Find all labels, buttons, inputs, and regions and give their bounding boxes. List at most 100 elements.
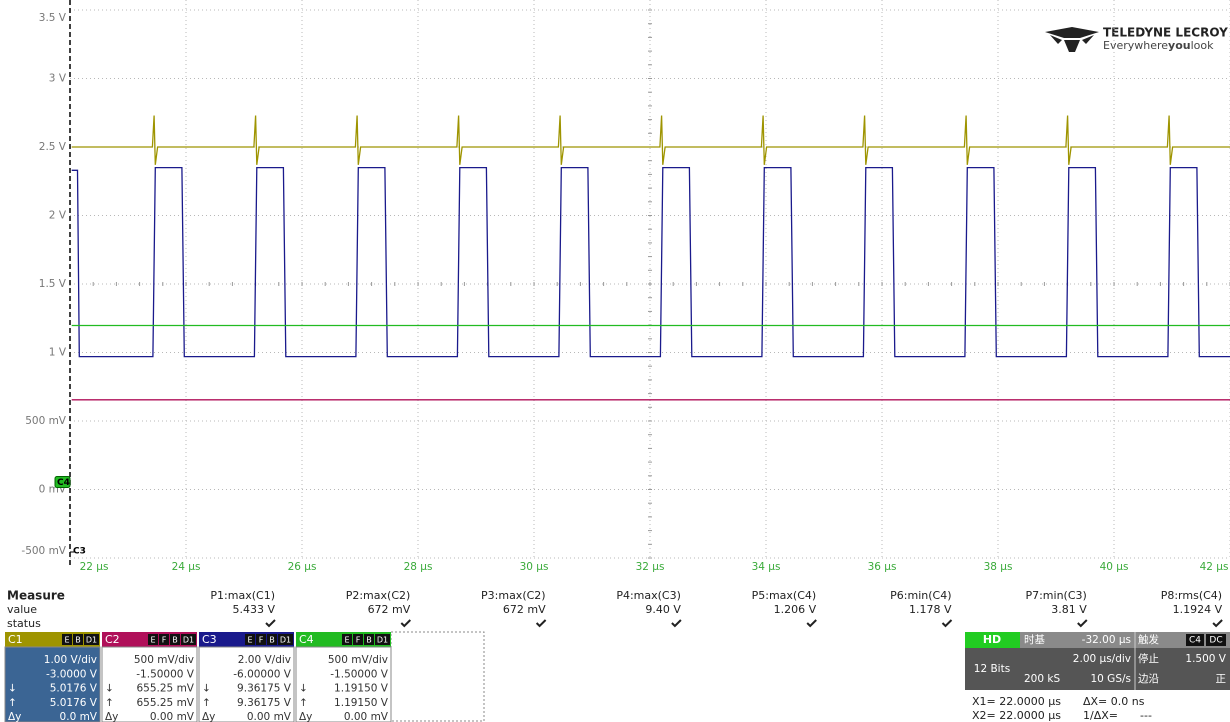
channel-cursor2: 1.19150 V — [334, 697, 389, 709]
channel-tag-box — [170, 634, 180, 645]
logo-tagline: Everywhereyoulook — [1103, 39, 1214, 52]
measure-value: 1.1924 V — [1173, 603, 1223, 616]
channel-delta: 0.00 mV — [150, 711, 195, 722]
channel-tag-box — [159, 634, 169, 645]
logo-brand: TELEDYNE LECROY — [1103, 26, 1228, 40]
measure-name: P1:max(C1) — [210, 589, 275, 602]
channel-name: C1 — [8, 633, 23, 646]
channel-name: C4 — [299, 633, 314, 646]
trigger-state: 停止 — [1138, 652, 1159, 665]
trigger-label: 触发 — [1138, 633, 1160, 646]
bits: 12 Bits — [974, 663, 1010, 675]
channel-tag-box — [353, 634, 363, 645]
logo-mark — [1050, 35, 1062, 44]
channel-offset: -6.00000 V — [233, 668, 292, 680]
channel-tag-box — [267, 634, 277, 645]
channel-name: C2 — [105, 633, 120, 646]
tagline-part: Everywhere — [1103, 39, 1168, 52]
channel-name: C3 — [202, 633, 217, 646]
row-label: status — [7, 617, 41, 630]
ground-label: C4 — [57, 478, 70, 488]
channel-cursor1: 9.36175 V — [237, 683, 292, 695]
status-check — [1212, 619, 1223, 628]
measure-value: 3.81 V — [1051, 603, 1087, 616]
cursor-inv: 1/ΔX= — [1083, 709, 1118, 722]
channel-body — [4, 646, 101, 722]
status-check — [1077, 619, 1088, 628]
ground-label: C3 — [73, 547, 86, 557]
measure-value: 1.178 V — [909, 603, 952, 616]
hd-mode: HD — [983, 633, 1001, 646]
channel-tag-box — [342, 634, 352, 645]
channel-cursor2: 5.0176 V — [50, 697, 98, 709]
channel-cursor1: 655.25 mV — [137, 683, 195, 695]
panel-header — [1020, 632, 1230, 648]
x-tick-label: 38 µs — [984, 561, 1013, 573]
trigger-source-box — [1186, 634, 1204, 646]
channel-tag-box — [84, 634, 99, 645]
y-tick-label: -500 mV — [21, 545, 66, 557]
measure-name: P2:max(C2) — [346, 589, 411, 602]
measure-name: P8:rms(C4) — [1161, 589, 1222, 602]
measure-name: P6:min(C4) — [890, 589, 951, 602]
measure-name: P3:max(C2) — [481, 589, 546, 602]
y-tick-label: 500 mV — [25, 415, 67, 427]
sample-rate: 10 GS/s — [1090, 673, 1131, 685]
measure-name: P5:max(C4) — [752, 589, 817, 602]
x-tick-label: 30 µs — [520, 561, 549, 573]
channel-tag: B — [75, 636, 81, 645]
panel-bg — [965, 648, 1230, 690]
x-tick-label: 22 µs — [80, 561, 109, 573]
trigger-slope: 正 — [1216, 673, 1227, 685]
x-tick-label: 36 µs — [868, 561, 897, 573]
channel-offset: -1.50000 V — [136, 668, 195, 680]
channel-tag: B — [366, 636, 372, 645]
channel-cursor2: 655.25 mV — [137, 697, 195, 709]
measure-name: P7:min(C3) — [1025, 589, 1086, 602]
logo-mark — [1082, 35, 1094, 44]
cursor-x2: X2= 22.0000 µs — [972, 709, 1061, 722]
channel-delta: 0.00 mV — [344, 711, 389, 722]
channel-scale: 500 mV/div — [328, 654, 388, 666]
trigger-level: 1.500 V — [1185, 653, 1226, 665]
channel-body — [198, 646, 295, 722]
channel-tag: D1 — [377, 636, 388, 645]
channel-tag-box — [181, 634, 196, 645]
measure-value: 9.40 V — [645, 603, 681, 616]
x-tick-label: 24 µs — [172, 561, 201, 573]
row-symbol: ↓ — [105, 683, 114, 695]
empty-slot — [390, 631, 485, 722]
x-tick-label: 40 µs — [1100, 561, 1129, 573]
row-symbol: ↓ — [8, 683, 17, 695]
channel-offset: -1.50000 V — [330, 668, 389, 680]
channel-cursor1: 1.19150 V — [334, 683, 389, 695]
tagline-part: you — [1168, 39, 1191, 52]
ground-marker — [54, 476, 71, 488]
timebase-delay: -32.00 µs — [1082, 634, 1131, 646]
x-tick-label: 32 µs — [636, 561, 665, 573]
row-label: value — [7, 603, 37, 616]
channel-body — [295, 646, 392, 722]
timebase-label: 时基 — [1024, 633, 1046, 646]
channel-offset: -3.0000 V — [46, 668, 98, 680]
channel-tag-box — [148, 634, 158, 645]
row-symbol: Δy — [299, 711, 312, 722]
row-symbol: ↑ — [299, 697, 308, 709]
channel-tag: D1 — [280, 636, 291, 645]
row-symbol: ↓ — [202, 683, 211, 695]
x-tick-label: 34 µs — [752, 561, 781, 573]
measure-value: 672 mV — [503, 603, 546, 616]
row-symbol: ↑ — [8, 697, 17, 709]
y-tick-label: 3 V — [49, 73, 67, 85]
channel-tag-box — [278, 634, 293, 645]
channel-scale: 1.00 V/div — [44, 654, 97, 666]
measure-value: 5.433 V — [232, 603, 275, 616]
channel-delta: 0.00 mV — [247, 711, 292, 722]
y-tick-label: 1.5 V — [39, 278, 67, 290]
measure-name: P4:max(C3) — [616, 589, 681, 602]
row-symbol: ↑ — [105, 697, 114, 709]
trigger-coupling: DC — [1209, 636, 1222, 646]
channel-body — [101, 646, 198, 722]
channel-tag: F — [162, 636, 167, 645]
